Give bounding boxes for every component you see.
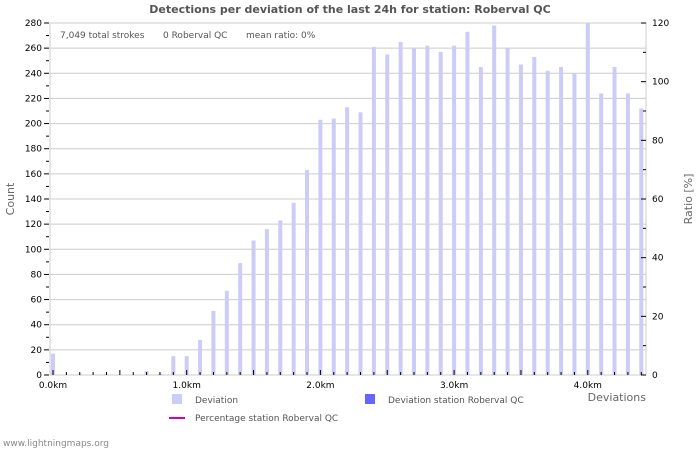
bar (291, 202, 296, 375)
x-axis: 0.0km 1.0km 2.0km 3.0km 4.0km (39, 370, 642, 391)
bar (559, 67, 564, 375)
bar (545, 70, 550, 376)
y2-tick-label: 60 (652, 195, 664, 205)
bar (411, 48, 416, 376)
x-tick-label: 2.0km (306, 381, 334, 391)
bar (572, 73, 577, 376)
y-tick-label: 40 (31, 321, 43, 331)
bar (224, 290, 229, 375)
legend-swatch-deviation-station (365, 394, 375, 404)
bar (264, 229, 269, 375)
bar (585, 23, 590, 375)
bar (625, 93, 630, 376)
x-tick-label: 4.0km (574, 381, 602, 391)
legend-label-deviation: Deviation (195, 396, 238, 406)
bar (305, 170, 310, 375)
legend-swatch-deviation (172, 394, 182, 404)
bar (612, 67, 617, 375)
bar (639, 108, 644, 375)
y-axis-left: 0 20 40 60 80 100 120 140 160 180 200 220 240 260 280 (25, 19, 49, 381)
y2-tick-label: 100 (652, 78, 669, 88)
bar (345, 107, 350, 375)
bar (278, 220, 283, 375)
bar (438, 51, 443, 376)
y-tick-label: 140 (25, 195, 42, 205)
y2-tick-label: 0 (652, 371, 658, 381)
bar (398, 41, 403, 375)
y-tick-label: 260 (25, 44, 42, 54)
y2-tick-label: 40 (652, 254, 664, 264)
chart-title: Detections per deviation of the last 24h… (149, 3, 550, 16)
y2-tick-label: 20 (652, 312, 664, 322)
y-tick-label: 120 (25, 220, 42, 230)
bar (385, 54, 390, 376)
y-axis-label: Count (4, 182, 17, 215)
bar (478, 67, 483, 375)
y2-tick-label: 120 (652, 19, 669, 29)
y-tick-label: 20 (31, 346, 43, 356)
bar-series-deviation (51, 23, 644, 376)
bar (425, 45, 430, 375)
x-axis-label: Deviations (588, 391, 647, 404)
legend: Deviation Deviation station Roberval QC … (169, 394, 524, 424)
total-strokes-info: 7,049 total strokes (60, 31, 145, 41)
bar (599, 93, 604, 376)
bar (518, 64, 523, 375)
bar (505, 48, 510, 376)
y-tick-label: 100 (25, 245, 42, 255)
legend-label-percentage: Percentage station Roberval QC (195, 414, 338, 424)
y-tick-label: 180 (25, 145, 42, 155)
bar (51, 353, 55, 375)
y-tick-label: 0 (36, 371, 42, 381)
y2-tick-label: 80 (652, 136, 664, 146)
bar (331, 118, 336, 376)
bar (532, 56, 537, 375)
x-tick-label: 0.0km (39, 381, 67, 391)
bar (492, 25, 497, 376)
mean-ratio-info: mean ratio: 0% (246, 31, 316, 41)
bar (211, 310, 216, 375)
station-count-info: 0 Roberval QC (163, 31, 227, 41)
y-tick-label: 160 (25, 170, 42, 180)
footer-link[interactable]: www.lightningmaps.org (3, 439, 109, 449)
bar (452, 45, 457, 375)
y-tick-label: 220 (25, 94, 42, 104)
y-tick-label: 60 (31, 296, 43, 306)
bar (358, 112, 363, 375)
x-tick-label: 1.0km (173, 381, 201, 391)
y-tick-label: 80 (31, 270, 43, 280)
bar (238, 263, 243, 375)
bar (318, 119, 323, 375)
y2-axis-label: Ratio [%] (682, 174, 695, 225)
x-tick-label: 3.0km (440, 381, 468, 391)
y-tick-label: 200 (25, 120, 42, 130)
bar (198, 339, 203, 375)
bar (251, 240, 256, 375)
legend-label-deviation-station: Deviation station Roberval QC (388, 396, 524, 406)
bar (171, 356, 176, 375)
y-tick-label: 280 (25, 19, 42, 29)
bar (371, 46, 376, 376)
bar (184, 356, 189, 375)
y-tick-label: 240 (25, 69, 42, 79)
bar (465, 31, 470, 376)
y-axis-right: 0 20 40 60 80 100 120 (641, 19, 669, 381)
